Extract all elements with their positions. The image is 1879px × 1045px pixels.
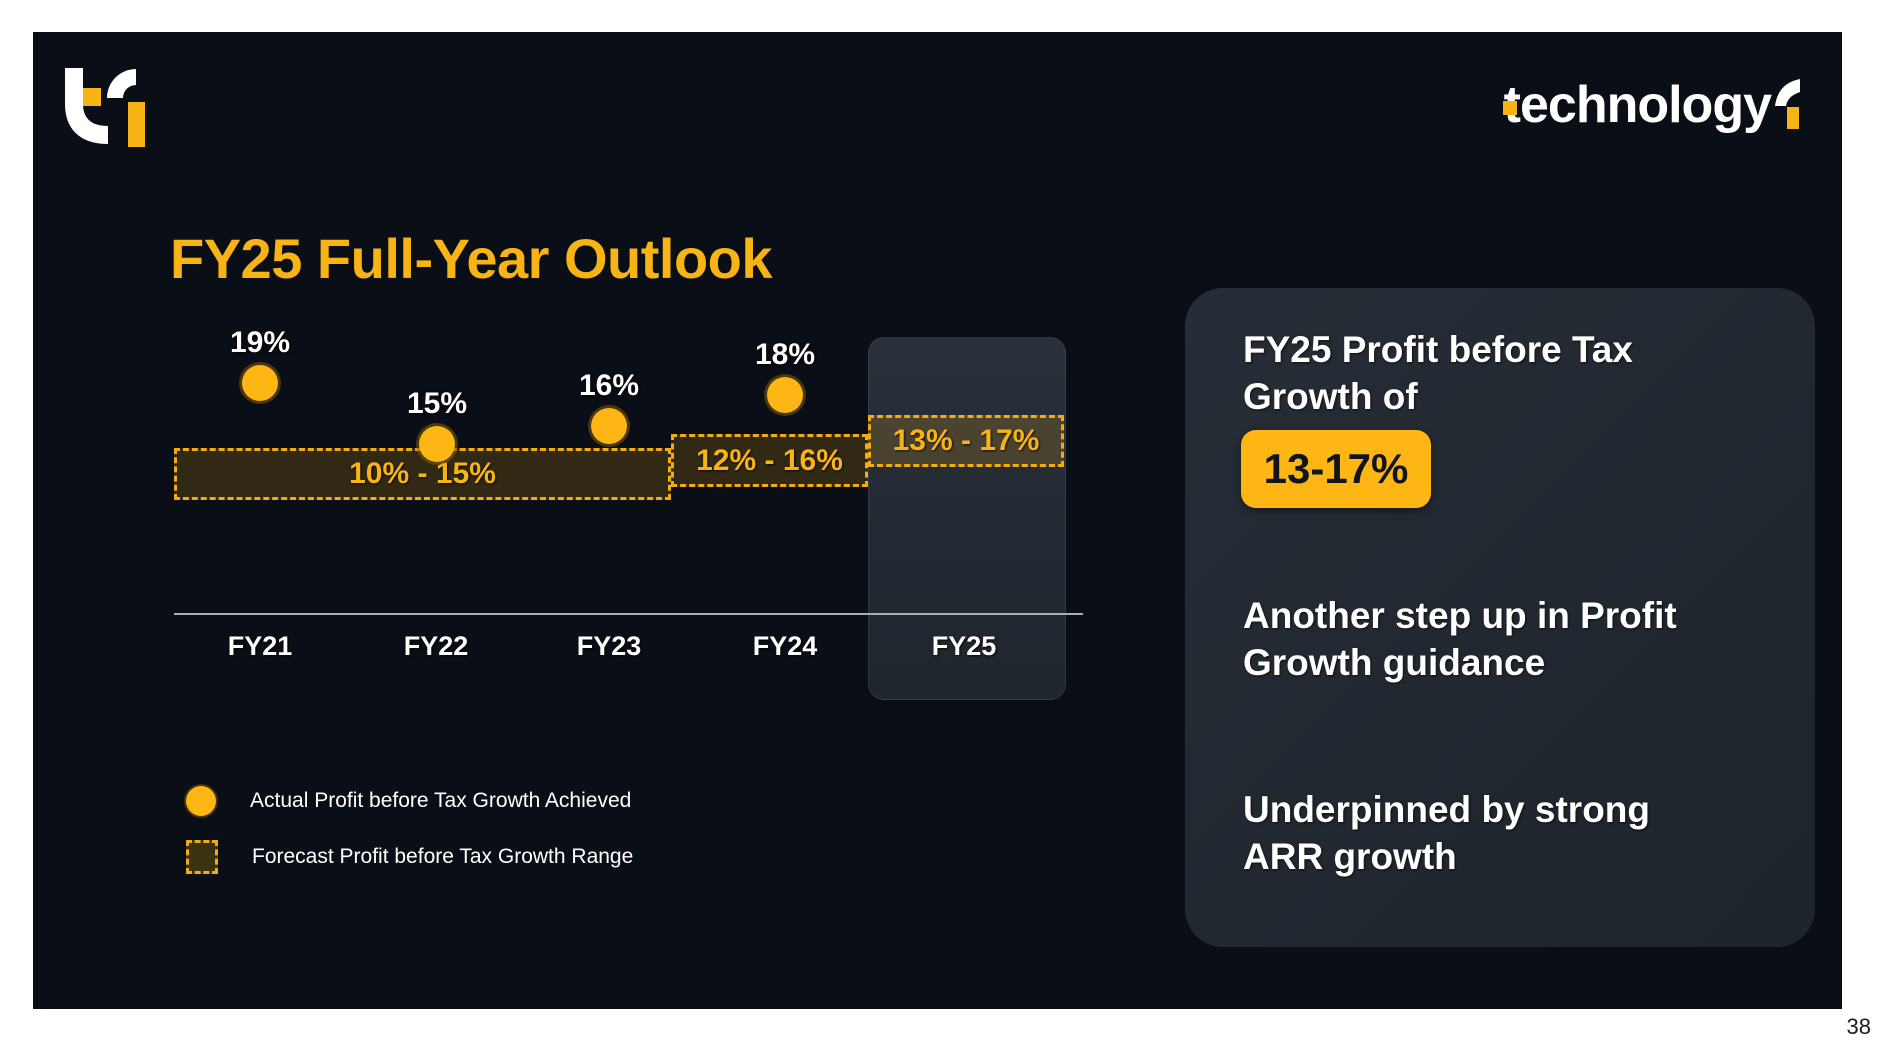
x-tick-fy23: FY23 [576, 631, 642, 661]
x-tick-fy22: FY22 [403, 631, 469, 661]
data-point-fy23 [591, 408, 627, 444]
data-point-label-fy22: 15% [406, 387, 468, 420]
wordmark-t-notch [1502, 101, 1517, 115]
legend-item-forecast: Forecast Profit before Tax Growth Range [186, 840, 633, 874]
forecast-band-fy25: 13% - 17% [868, 415, 1064, 467]
wordmark-one-icon [1775, 79, 1800, 129]
technologyone-wordmark: technology [1502, 76, 1803, 138]
panel-statement-guidance: Another step up in Profit Growth guidanc… [1243, 595, 1677, 683]
legend-item-actual: Actual Profit before Tax Growth Achieved [186, 786, 631, 816]
forecast-band-fy21-fy23: 10% - 15% [174, 448, 671, 500]
actual-point-swatch-icon [186, 786, 216, 816]
data-point-fy22 [419, 426, 455, 462]
data-point-label-fy24: 18% [754, 338, 816, 371]
slide-canvas: technology FY25 Full-Year Outlook 10% - … [33, 32, 1842, 1009]
forecast-band-label: 12% - 16% [696, 443, 843, 477]
legend-actual-label: Actual Profit before Tax Growth Achieved [250, 789, 632, 812]
data-point-fy24 [767, 377, 803, 413]
legend-forecast-label: Forecast Profit before Tax Growth Range [252, 845, 634, 868]
data-point-label-fy23: 16% [578, 369, 640, 402]
summary-panel: FY25 Profit before Tax Growth of 13-17% … [1185, 288, 1815, 947]
forecast-band-label: 13% - 17% [892, 424, 1040, 457]
forecast-band-fy24: 12% - 16% [671, 434, 868, 487]
x-tick-fy21: FY21 [227, 631, 293, 661]
forecast-band-swatch-icon [186, 840, 218, 874]
panel-heading: FY25 Profit before Tax Growth of [1243, 329, 1633, 417]
x-tick-fy24: FY24 [752, 631, 818, 661]
x-tick-fy25: FY25 [931, 631, 997, 661]
page-number: 38 [1846, 1014, 1871, 1039]
data-point-fy21 [242, 365, 278, 401]
growth-range-badge: 13-17% [1241, 430, 1431, 508]
x-axis-line [174, 613, 1083, 615]
fy25-highlight-column [868, 337, 1066, 700]
panel-statement-arr: Underpinned by strong ARR growth [1243, 789, 1650, 877]
data-point-label-fy21: 19% [229, 326, 291, 359]
wordmark-text: technology [1503, 76, 1772, 134]
forecast-band-label: 10% - 15% [349, 457, 496, 490]
technologyone-logo-icon [65, 68, 145, 147]
page-title: FY25 Full-Year Outlook [170, 227, 773, 290]
